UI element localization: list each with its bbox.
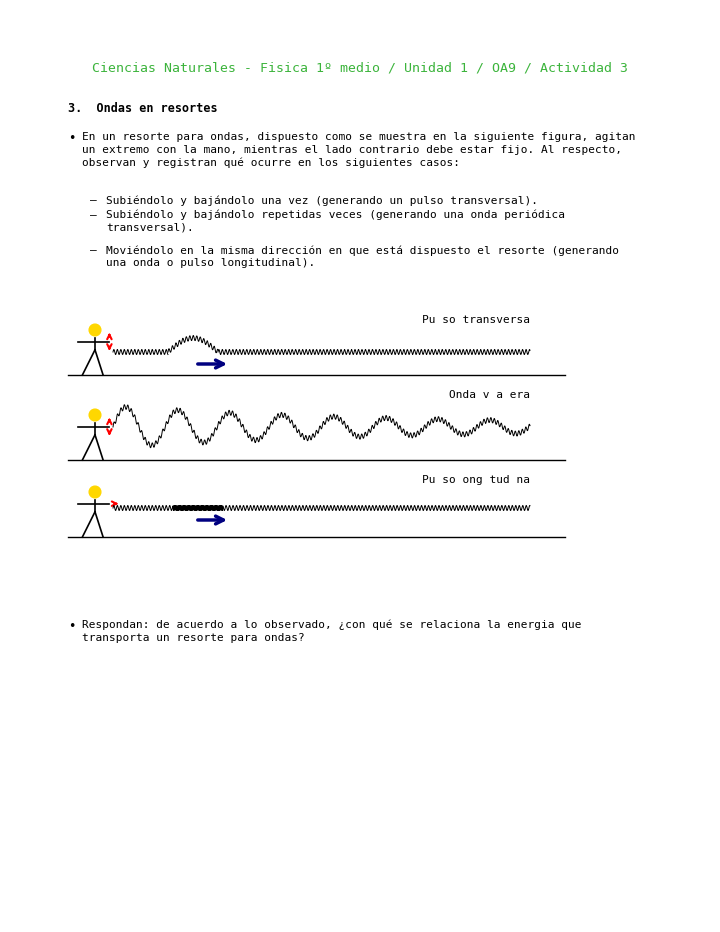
Text: 3.  Ondas en resortes: 3. Ondas en resortes [68,102,217,115]
Text: •: • [68,132,76,145]
Text: –: – [90,195,96,205]
Text: Respondan: de acuerdo a lo observado, ¿con qué se relaciona la energia que: Respondan: de acuerdo a lo observado, ¿c… [82,620,582,631]
Text: –: – [90,245,96,255]
Circle shape [89,324,101,336]
Text: En un resorte para ondas, dispuesto como se muestra en la siguiente figura, agit: En un resorte para ondas, dispuesto como… [82,132,636,142]
Text: •: • [68,620,76,633]
Text: Moviéndolo en la misma dirección en que está dispuesto el resorte (generando: Moviéndolo en la misma dirección en que … [106,245,619,255]
Text: Ciencias Naturales - Fisica 1º medio / Unidad 1 / OA9 / Actividad 3: Ciencias Naturales - Fisica 1º medio / U… [92,62,628,75]
Text: Pu so transversa: Pu so transversa [422,315,530,325]
Text: un extremo con la mano, mientras el lado contrario debe estar fijo. Al respecto,: un extremo con la mano, mientras el lado… [82,145,622,155]
Text: Onda v a era: Onda v a era [449,390,530,400]
Text: Pu so ong tud na: Pu so ong tud na [422,475,530,485]
Text: una onda o pulso longitudinal).: una onda o pulso longitudinal). [106,258,315,268]
Text: observan y registran qué ocurre en los siguientes casos:: observan y registran qué ocurre en los s… [82,158,460,169]
Text: Subiéndolo y bajándolo una vez (generando un pulso transversal).: Subiéndolo y bajándolo una vez (generand… [106,195,538,205]
Circle shape [89,487,101,498]
Circle shape [89,409,101,421]
Text: transversal).: transversal). [106,223,194,233]
Text: transporta un resorte para ondas?: transporta un resorte para ondas? [82,633,305,643]
Text: –: – [90,210,96,220]
Text: Subiéndolo y bajándolo repetidas veces (generando una onda periódica: Subiéndolo y bajándolo repetidas veces (… [106,210,565,221]
